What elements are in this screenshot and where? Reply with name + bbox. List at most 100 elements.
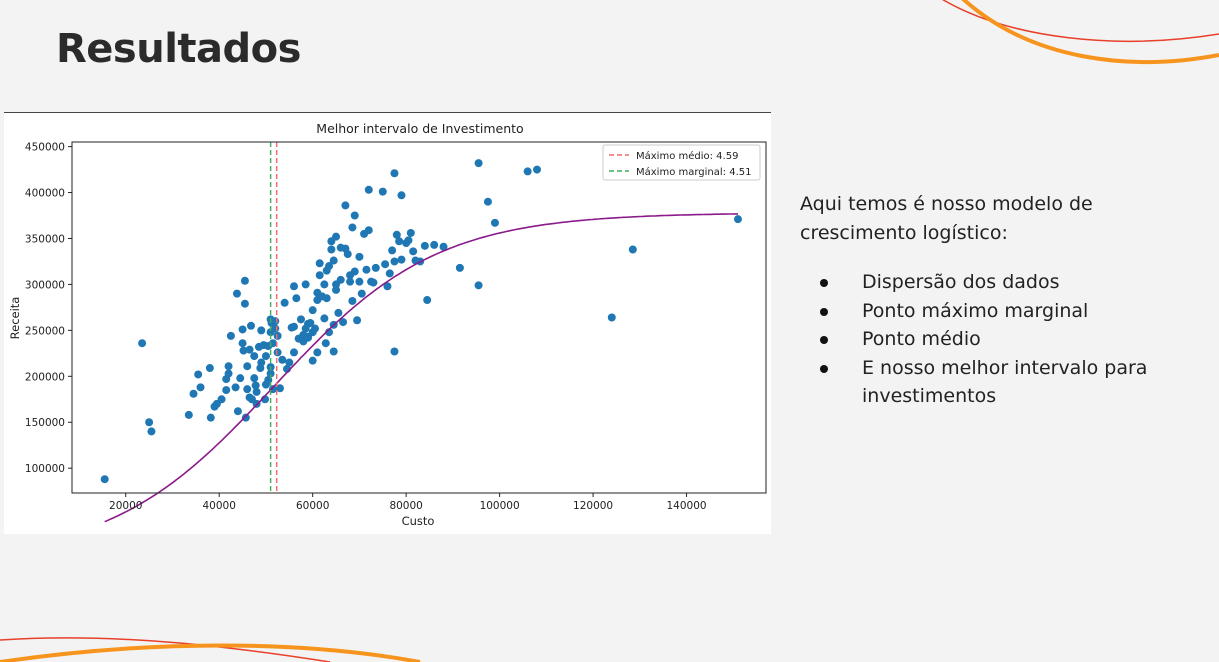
data-point	[350, 267, 359, 276]
data-point	[607, 313, 616, 322]
data-point	[240, 299, 249, 308]
data-point	[325, 262, 334, 271]
data-point	[232, 289, 241, 298]
legend: Máximo médio: 4.59 Máximo marginal: 4.51	[602, 144, 761, 181]
x-tick-label: 20000	[109, 500, 142, 512]
y-tick-label: 200000	[25, 371, 65, 383]
data-point	[285, 358, 294, 367]
x-tick-label: 120000	[573, 500, 613, 512]
bullet-item-dispersion: Dispersão dos dados	[818, 268, 1218, 297]
data-point	[355, 252, 364, 261]
data-point	[523, 167, 532, 176]
data-point	[273, 331, 282, 340]
data-point	[313, 348, 322, 357]
data-point	[430, 240, 439, 249]
page-title: Resultados	[56, 26, 301, 72]
data-point	[238, 339, 247, 348]
y-tick-label: 450000	[25, 142, 65, 154]
data-point	[271, 324, 280, 333]
data-point	[404, 236, 413, 245]
data-point	[378, 187, 387, 196]
data-point	[733, 215, 742, 224]
data-point	[261, 352, 270, 361]
legend-entry-label: Máximo médio: 4.59	[636, 150, 738, 162]
data-point	[357, 289, 366, 298]
data-point	[245, 345, 254, 354]
bullet-text: Ponto máximo marginal	[862, 299, 1089, 322]
bullet-dot-icon	[820, 307, 828, 316]
data-point	[334, 308, 343, 317]
data-point	[226, 331, 235, 340]
bullet-text: Ponto médio	[862, 328, 981, 350]
data-point	[388, 246, 397, 255]
bullet-text: Dispersão dos dados	[862, 271, 1060, 293]
data-point	[231, 383, 240, 392]
y-tick-label: 250000	[25, 325, 65, 337]
data-point	[332, 285, 341, 294]
bullet-item-marginal-max: Ponto máximo marginal	[818, 297, 1218, 326]
data-point	[257, 358, 266, 367]
data-point	[332, 232, 341, 241]
data-point	[628, 245, 637, 254]
data-point	[341, 201, 350, 210]
data-point	[385, 269, 394, 278]
data-point	[406, 228, 415, 237]
data-point	[147, 427, 156, 436]
bottom-left-swoosh-thick	[0, 643, 421, 662]
data-point	[325, 328, 334, 337]
data-point	[289, 282, 298, 291]
chart-panel: Melhor intervalo de Investimento 20000 40…	[4, 112, 771, 534]
data-point	[474, 281, 483, 290]
data-point	[243, 385, 252, 394]
data-point	[222, 386, 231, 395]
data-point	[321, 339, 330, 348]
data-point	[301, 280, 310, 289]
data-point	[409, 247, 418, 256]
data-point	[308, 306, 317, 315]
x-tick-label: 140000	[667, 500, 707, 512]
data-point	[241, 413, 250, 422]
data-point	[275, 384, 284, 393]
data-point	[327, 245, 336, 254]
data-point	[383, 282, 392, 291]
data-point	[322, 294, 331, 303]
description-text: Aqui temos é nosso modelo de crescimento…	[800, 193, 1093, 244]
data-point	[455, 263, 464, 272]
x-tick-label: 80000	[389, 500, 422, 512]
data-point	[353, 316, 362, 325]
data-point	[390, 169, 399, 178]
y-tick-label: 300000	[25, 279, 65, 291]
data-point	[381, 260, 390, 269]
data-point	[280, 298, 289, 307]
data-point	[420, 241, 429, 250]
data-point	[315, 259, 324, 268]
data-point	[194, 370, 203, 379]
y-tick-label: 150000	[25, 417, 65, 429]
data-point	[390, 347, 399, 356]
data-point	[397, 191, 406, 200]
data-point	[278, 355, 287, 364]
data-point	[350, 211, 359, 220]
data-point	[271, 317, 280, 326]
data-point	[371, 263, 380, 272]
data-point	[306, 319, 315, 328]
data-point	[348, 296, 357, 305]
data-point	[320, 280, 329, 289]
data-point	[362, 265, 371, 274]
data-point	[348, 223, 357, 232]
data-point	[329, 347, 338, 356]
x-axis-label: Custo	[402, 514, 435, 528]
top-right-swoosh-thick	[961, 0, 1219, 64]
data-point	[329, 256, 338, 265]
data-point	[239, 346, 248, 355]
data-point	[145, 418, 154, 427]
data-point	[224, 362, 233, 371]
data-point	[490, 218, 499, 227]
bullet-item-mean-point: Ponto médio	[818, 325, 1218, 354]
y-tick-label: 350000	[25, 233, 65, 245]
data-point	[251, 381, 260, 390]
data-point	[238, 325, 247, 334]
data-point	[189, 389, 198, 398]
data-point	[184, 410, 193, 419]
data-point	[395, 237, 404, 246]
